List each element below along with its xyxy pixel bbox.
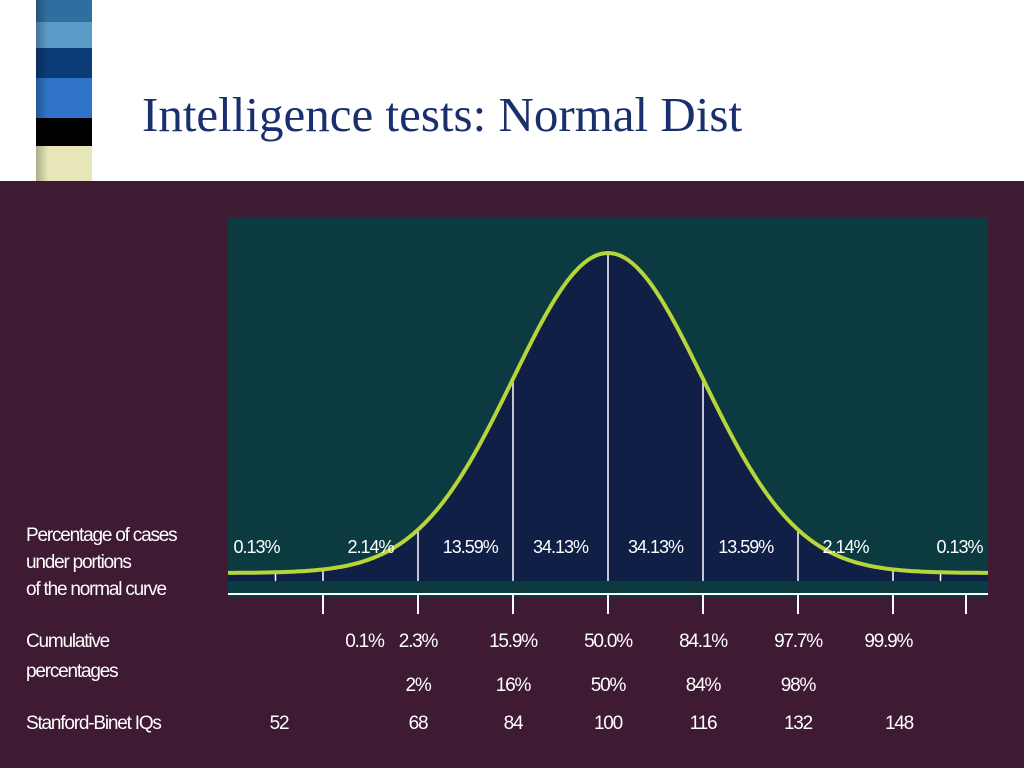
sidebar-block <box>36 146 92 182</box>
slide-title: Intelligence tests: Normal Dist <box>142 87 743 142</box>
sidebar-block <box>36 78 92 118</box>
percentage-row-label: under portions <box>26 552 131 573</box>
cumulative-percentage-label: 2.3% <box>399 631 439 652</box>
cumulative-rounded-label: 2% <box>405 675 431 696</box>
percentage-row-label: of the normal curve <box>26 579 166 600</box>
cumulative-row-label: Cumulative <box>26 631 110 652</box>
sidebar-block <box>36 0 92 22</box>
cumulative-percentage-label: 84.1% <box>679 631 728 652</box>
segment-percentage-label: 13.59% <box>443 537 499 557</box>
normal-curve-line <box>228 250 988 575</box>
segment-percentage-label: 13.59% <box>718 537 774 557</box>
segment-percentage-label: 0.13% <box>233 537 280 557</box>
percentage-row-label: Percentage of cases <box>26 525 177 546</box>
sidebar-shadow <box>36 0 48 182</box>
iq-value-label: 132 <box>784 713 813 734</box>
normal-distribution-figure: 0.13% 2.14% 13.59% 34.13% 34.13% 13.59% 2.14% 0… <box>0 181 1024 768</box>
sidebar-block <box>36 118 92 146</box>
iq-value-label: 100 <box>594 713 623 734</box>
cumulative-rounded-label: 98% <box>781 675 817 696</box>
segment-percentage-label: 2.14% <box>822 537 869 557</box>
cumulative-percentage-label: 15.9% <box>489 631 538 652</box>
iq-value-label: 148 <box>885 713 914 734</box>
iq-value-label: 116 <box>690 713 717 734</box>
cumulative-percentage-label: 97.7% <box>774 631 823 652</box>
iq-value-label: 52 <box>270 713 289 734</box>
cumulative-percentage-label: 99.9% <box>864 631 913 652</box>
normal-curve-chart: 0.13% 2.14% 13.59% 34.13% 34.13% 13.59% 2.14% 0… <box>0 181 1024 768</box>
cumulative-rounded-label: 50% <box>591 675 627 696</box>
cumulative-row-label: percentages <box>26 661 118 682</box>
iq-value-label: 84 <box>504 713 524 734</box>
segment-percentage-label: 2.14% <box>347 537 394 557</box>
iq-row-label: Stanford-Binet IQs <box>26 713 161 734</box>
iq-value-label: 68 <box>409 713 428 734</box>
sidebar-color-strip <box>36 0 92 182</box>
cumulative-rounded-label: 16% <box>496 675 532 696</box>
segment-percentage-label: 34.13% <box>533 537 589 557</box>
cumulative-percentage-label: 50.0% <box>584 631 633 652</box>
sidebar-block <box>36 48 92 78</box>
cumulative-percentage-label: 0.1% <box>345 631 385 652</box>
sidebar-block <box>36 22 92 48</box>
segment-percentage-label: 34.13% <box>628 537 684 557</box>
cumulative-rounded-label: 84% <box>686 675 722 696</box>
segment-percentage-label: 0.13% <box>936 537 983 557</box>
